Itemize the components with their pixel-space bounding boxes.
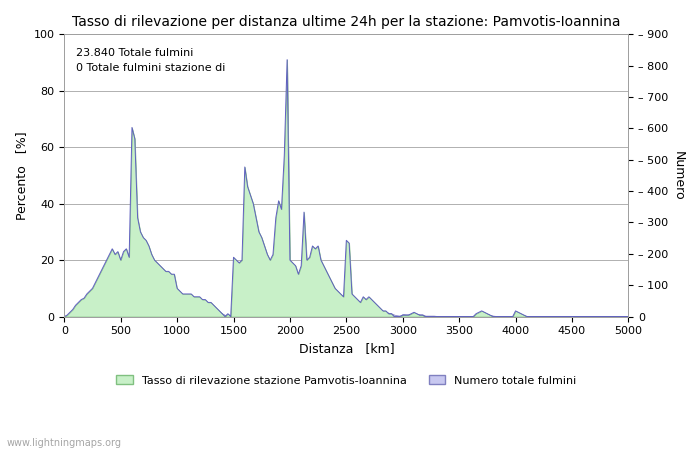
- X-axis label: Distanza   [km]: Distanza [km]: [298, 342, 394, 355]
- Y-axis label: Percento   [%]: Percento [%]: [15, 131, 28, 220]
- Legend: Tasso di rilevazione stazione Pamvotis-Ioannina, Numero totale fulmini: Tasso di rilevazione stazione Pamvotis-I…: [111, 371, 581, 390]
- Text: www.lightningmaps.org: www.lightningmaps.org: [7, 437, 122, 447]
- Text: 0 Totale fulmini stazione di: 0 Totale fulmini stazione di: [76, 63, 225, 72]
- Y-axis label: Numero: Numero: [672, 151, 685, 200]
- Title: Tasso di rilevazione per distanza ultime 24h per la stazione: Pamvotis-Ioannina: Tasso di rilevazione per distanza ultime…: [72, 15, 621, 29]
- Text: 23.840 Totale fulmini: 23.840 Totale fulmini: [76, 49, 193, 58]
